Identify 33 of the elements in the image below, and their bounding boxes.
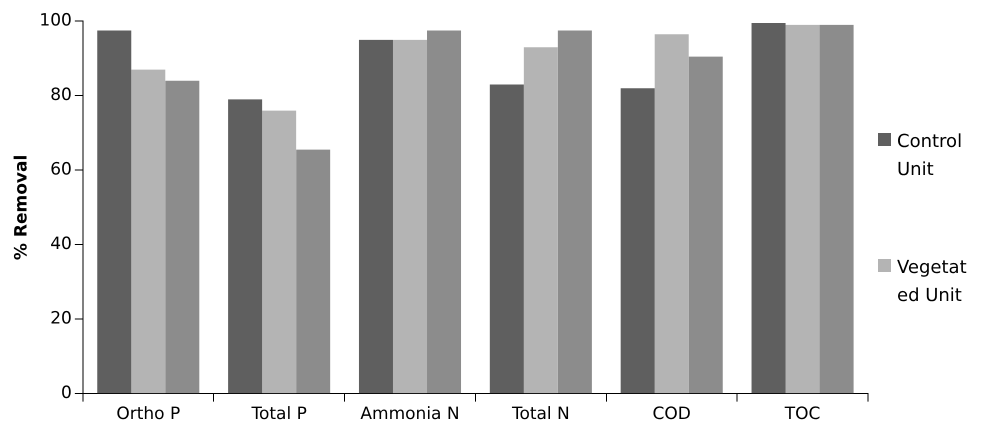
bar bbox=[296, 150, 330, 394]
x-tick-label: Total P bbox=[250, 404, 307, 424]
y-tick-label: 60 bbox=[50, 160, 72, 180]
x-tick-label: TOC bbox=[784, 404, 820, 424]
y-tick-label: 100 bbox=[39, 10, 72, 31]
y-tick-label: 40 bbox=[50, 234, 72, 254]
bar bbox=[97, 30, 132, 394]
y-tick-label: 20 bbox=[50, 308, 72, 329]
bar bbox=[820, 24, 854, 394]
bar bbox=[688, 56, 723, 394]
y-tick-label: 80 bbox=[50, 85, 72, 106]
bar bbox=[786, 24, 820, 394]
bar bbox=[165, 80, 200, 394]
bar bbox=[131, 70, 166, 394]
legend-label: Control Unit bbox=[897, 130, 964, 182]
bar bbox=[752, 23, 786, 394]
bar bbox=[558, 30, 592, 394]
x-tick-label: Total N bbox=[510, 404, 570, 424]
y-tick-label: 0 bbox=[61, 383, 72, 404]
bar bbox=[654, 34, 689, 394]
bar bbox=[427, 30, 462, 394]
bar bbox=[524, 47, 558, 394]
x-tick-label: COD bbox=[652, 404, 691, 424]
legend-label: Vegetated Unit bbox=[897, 256, 968, 308]
x-tick-label: Ortho P bbox=[116, 404, 180, 424]
bar bbox=[228, 99, 262, 394]
x-tick-label: Ammonia N bbox=[360, 404, 460, 424]
bar bbox=[392, 40, 428, 394]
bar bbox=[262, 110, 296, 394]
bar bbox=[358, 40, 393, 394]
bar bbox=[490, 84, 524, 394]
y-axis-title: % Removal bbox=[12, 154, 32, 260]
bar bbox=[620, 88, 655, 394]
